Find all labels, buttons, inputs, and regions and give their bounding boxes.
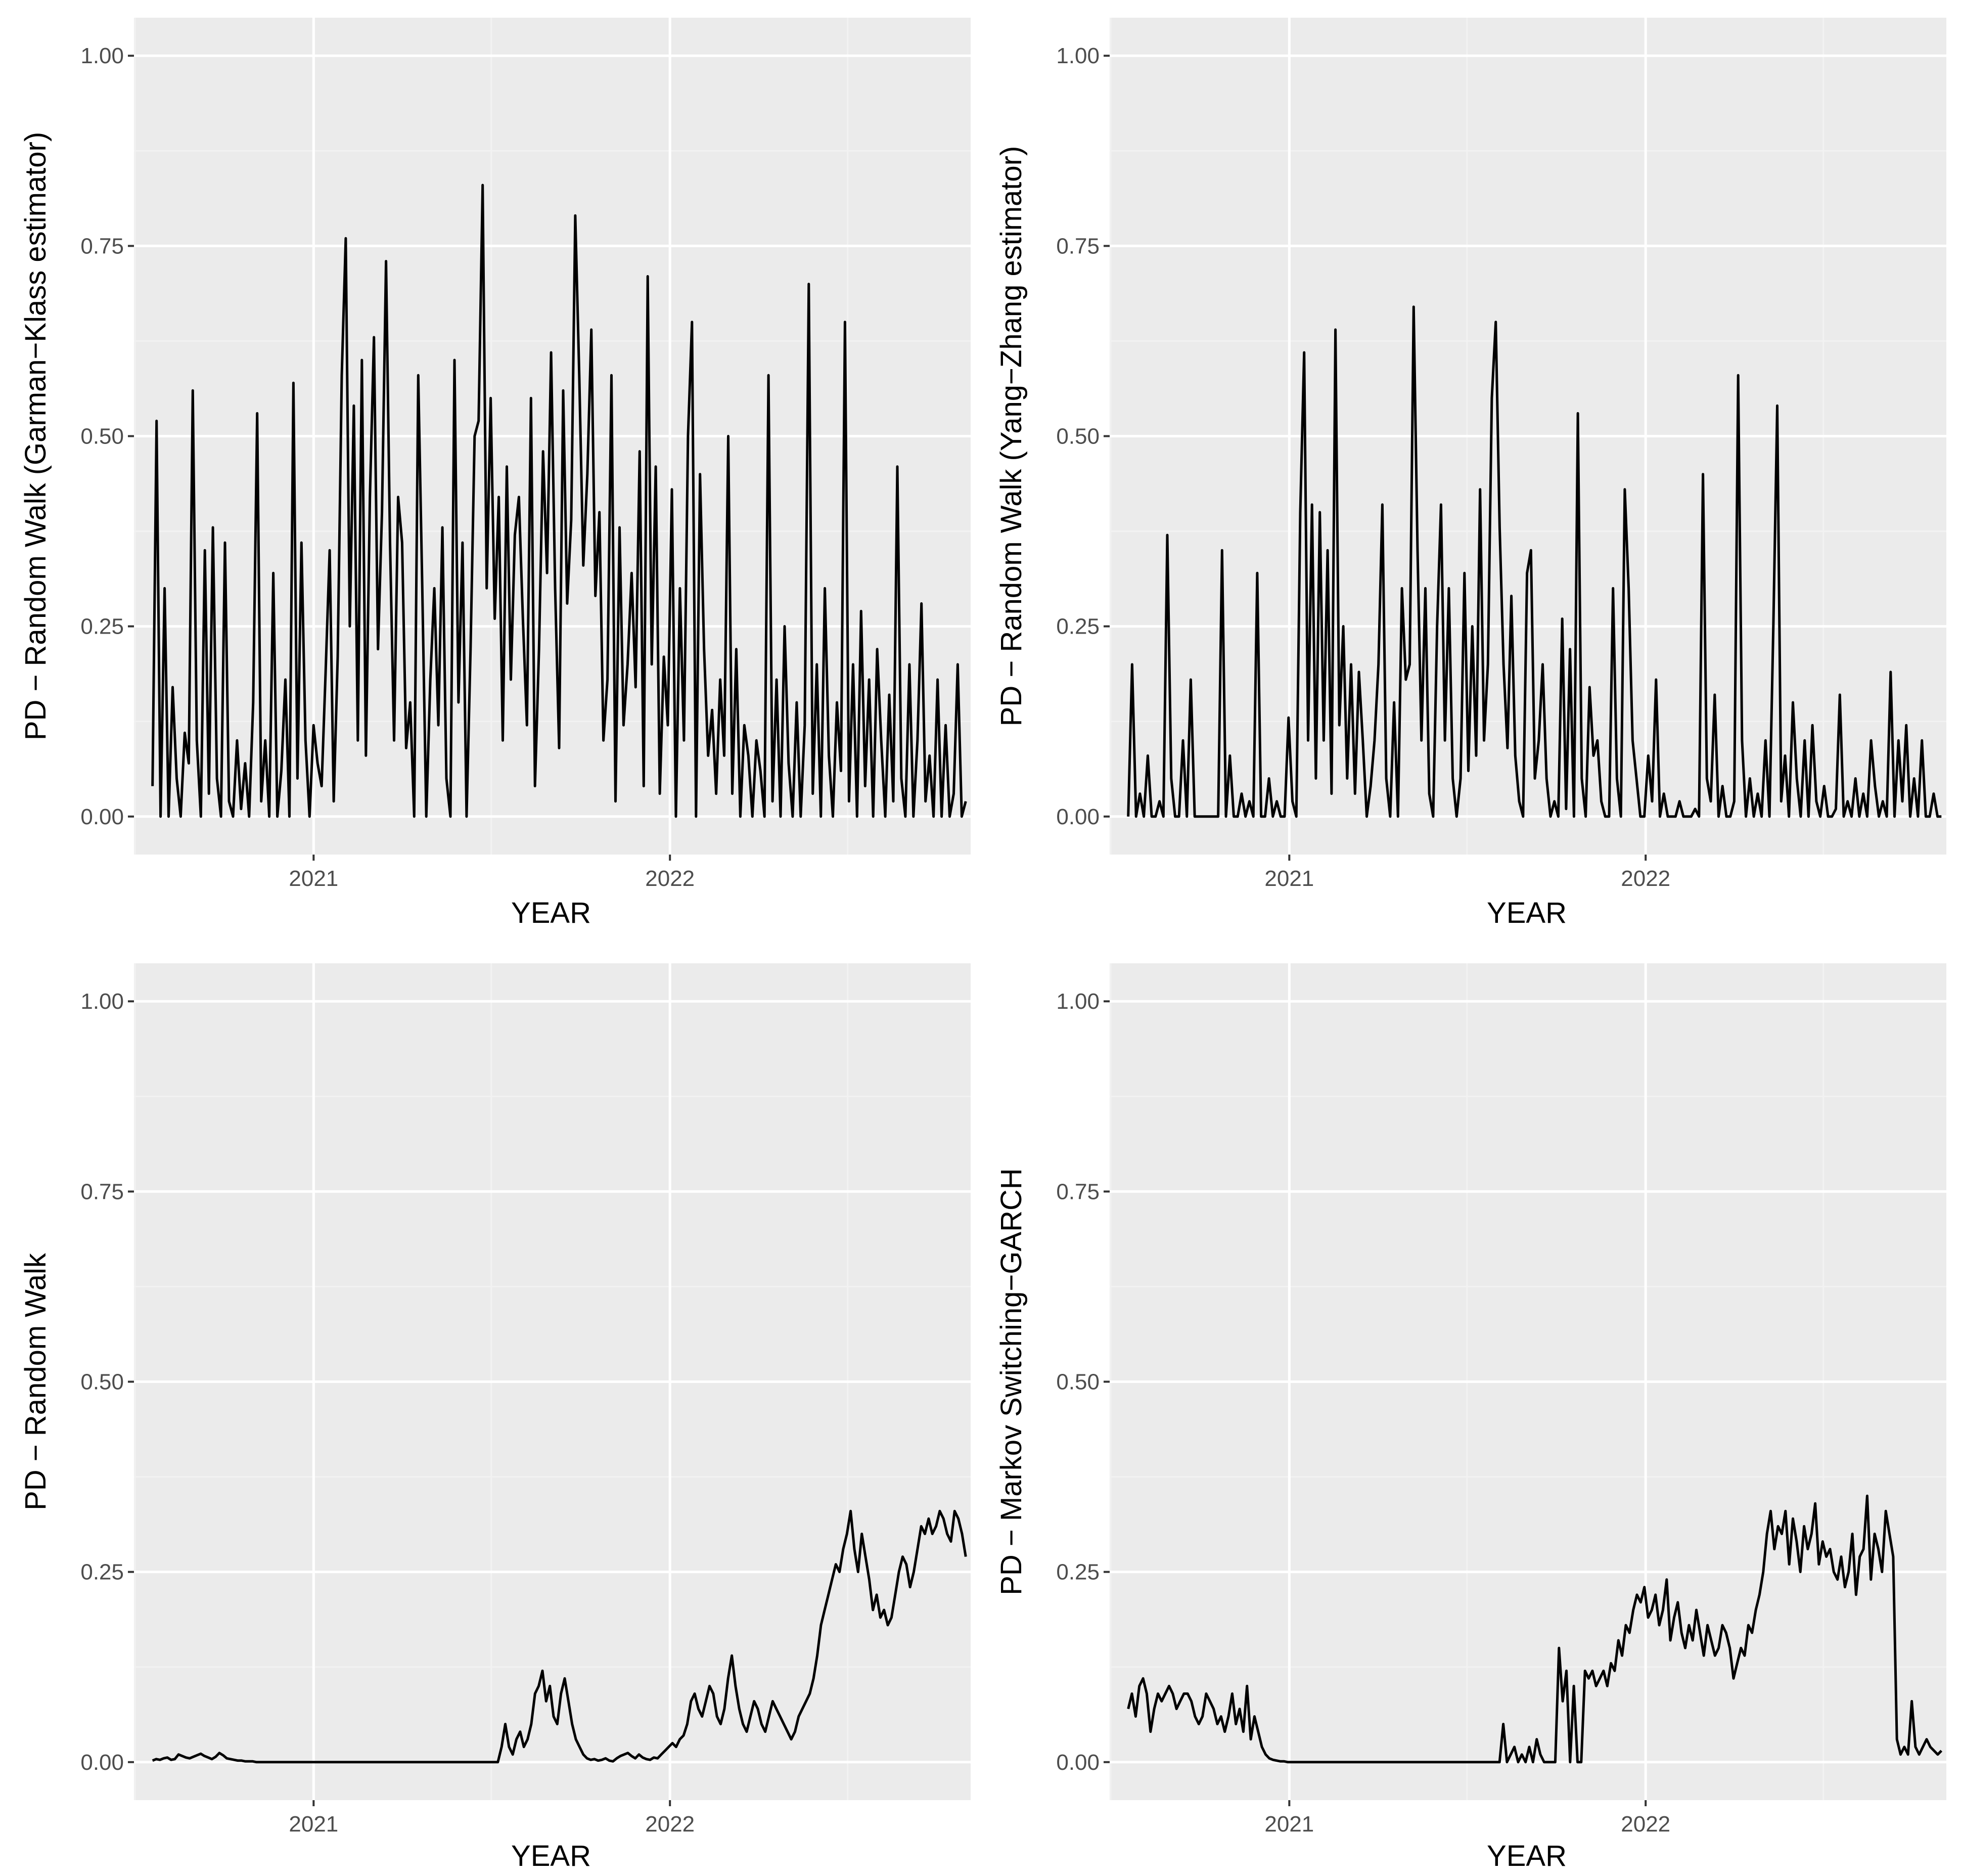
series-line: [1127, 305, 1942, 818]
panel-garman-klass: 0.00 0.25 0.50 0.75 1.00 2021 2022 YEAR PD − Ran…: [19, 18, 971, 929]
y-tick-label: 0.25: [1056, 614, 1100, 639]
x-axis-title: YEAR: [511, 897, 591, 929]
y-tick-label: 0.25: [80, 614, 124, 639]
y-tick-label: 0.50: [1056, 1370, 1100, 1395]
x-tick-label: 2021: [289, 1812, 338, 1837]
y-tick-label: 1.00: [80, 43, 124, 68]
x-axis-title: YEAR: [1487, 1840, 1567, 1872]
series-line: [152, 1509, 967, 1764]
y-tick-label: 0.75: [80, 1179, 124, 1204]
x-axis-title: YEAR: [511, 1840, 591, 1872]
panel-markov-switching-garch: 0.00 0.25 0.50 0.75 1.00 2021 2022 YEAR PD − Mar…: [995, 963, 1946, 1872]
x-tick-label: 2021: [1264, 866, 1314, 891]
y-axis-title: PD − Markov Switching−GARCH: [995, 1168, 1028, 1595]
y-tick-label: 1.00: [80, 989, 124, 1014]
y-tick-label: 0.50: [80, 1370, 124, 1395]
series-line: [1127, 1494, 1943, 1764]
y-tick-label: 0.50: [80, 424, 124, 449]
panel-random-walk: 0.00 0.25 0.50 0.75 1.00 2021 2022 YEAR PD − Ran…: [19, 963, 971, 1872]
y-tick-label: 0.00: [80, 1750, 124, 1775]
y-tick-label: 0.75: [1056, 1179, 1100, 1204]
y-axis-title: PD − Random Walk: [19, 1253, 52, 1510]
x-tick-label: 2022: [645, 866, 695, 891]
y-tick-label: 1.00: [1056, 43, 1100, 68]
y-tick-label: 0.25: [80, 1560, 124, 1585]
y-tick-label: 0.00: [1056, 805, 1100, 829]
x-tick-label: 2022: [1621, 866, 1670, 891]
y-tick-label: 1.00: [1056, 989, 1100, 1014]
y-tick-label: 0.00: [1056, 1750, 1100, 1775]
y-axis-title: PD − Random Walk (Yang−Zhang estimator): [995, 146, 1028, 727]
y-tick-label: 0.75: [1056, 234, 1100, 258]
panel-yang-zhang: 0.00 0.25 0.50 0.75 1.00 2021 2022 YEAR PD − Ran…: [995, 18, 1946, 929]
y-tick-label: 0.75: [80, 234, 124, 258]
x-tick-label: 2021: [1264, 1812, 1314, 1837]
y-tick-label: 0.50: [1056, 424, 1100, 449]
x-axis-title: YEAR: [1487, 897, 1567, 929]
series-line: [151, 184, 967, 818]
y-tick-label: 0.00: [80, 805, 124, 829]
x-tick-label: 2022: [1621, 1812, 1670, 1837]
y-axis-title: PD − Random Walk (Garman−Klass estimator…: [19, 132, 52, 740]
x-tick-label: 2022: [645, 1812, 695, 1837]
y-tick-label: 0.25: [1056, 1560, 1100, 1585]
x-tick-label: 2021: [289, 866, 338, 891]
